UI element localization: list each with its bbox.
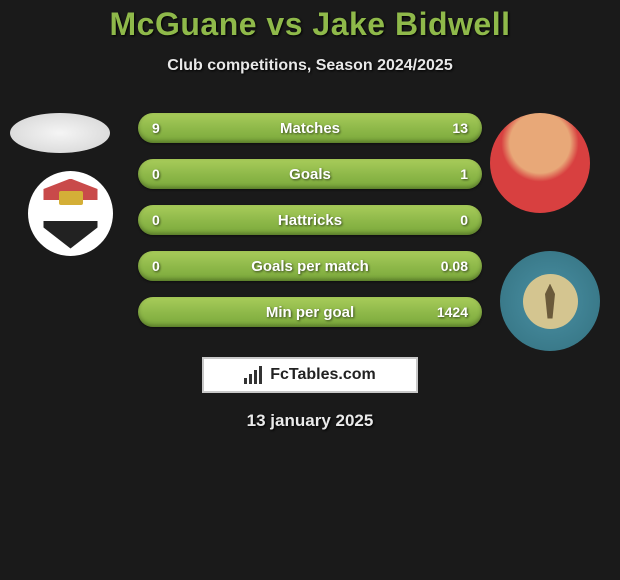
- stat-row-goals: 0 Goals 1: [138, 159, 482, 189]
- stat-left-value: 9: [152, 120, 160, 136]
- stats-area: 9 Matches 13 0 Goals 1 0 Hattricks 0 0 G…: [0, 113, 620, 353]
- stat-label: Goals per match: [251, 258, 369, 275]
- elephant-icon: [523, 274, 578, 329]
- page-subtitle: Club competitions, Season 2024/2025: [0, 57, 620, 75]
- stat-label: Goals: [289, 166, 331, 183]
- stat-left-value: 0: [152, 258, 160, 274]
- barchart-icon: [244, 366, 264, 384]
- stat-right-value: 0: [460, 212, 468, 228]
- page-title: McGuane vs Jake Bidwell: [0, 0, 620, 43]
- stat-right-value: 0.08: [441, 258, 468, 274]
- stat-label: Hattricks: [278, 212, 342, 229]
- stat-right-value: 1424: [437, 304, 468, 320]
- stat-row-hattricks: 0 Hattricks 0: [138, 205, 482, 235]
- stat-label: Matches: [280, 120, 340, 137]
- generated-date: 13 january 2025: [0, 411, 620, 431]
- stat-row-matches: 9 Matches 13: [138, 113, 482, 143]
- player-left-photo: [10, 113, 110, 153]
- player-right-club-badge: [500, 251, 600, 351]
- comparison-card: McGuane vs Jake Bidwell Club competition…: [0, 0, 620, 431]
- brand-text: FcTables.com: [270, 366, 376, 384]
- stat-left-value: 0: [152, 166, 160, 182]
- stat-right-value: 13: [452, 120, 468, 136]
- stat-right-value: 1: [460, 166, 468, 182]
- brand-box[interactable]: FcTables.com: [202, 357, 418, 393]
- shield-icon: [41, 179, 101, 249]
- player-right-photo: [490, 113, 590, 213]
- player-left-club-badge: [28, 171, 113, 256]
- stat-left-value: 0: [152, 212, 160, 228]
- stat-row-goals-per-match: 0 Goals per match 0.08: [138, 251, 482, 281]
- stat-row-min-per-goal: Min per goal 1424: [138, 297, 482, 327]
- stat-label: Min per goal: [266, 304, 354, 321]
- stat-bars: 9 Matches 13 0 Goals 1 0 Hattricks 0 0 G…: [138, 113, 482, 343]
